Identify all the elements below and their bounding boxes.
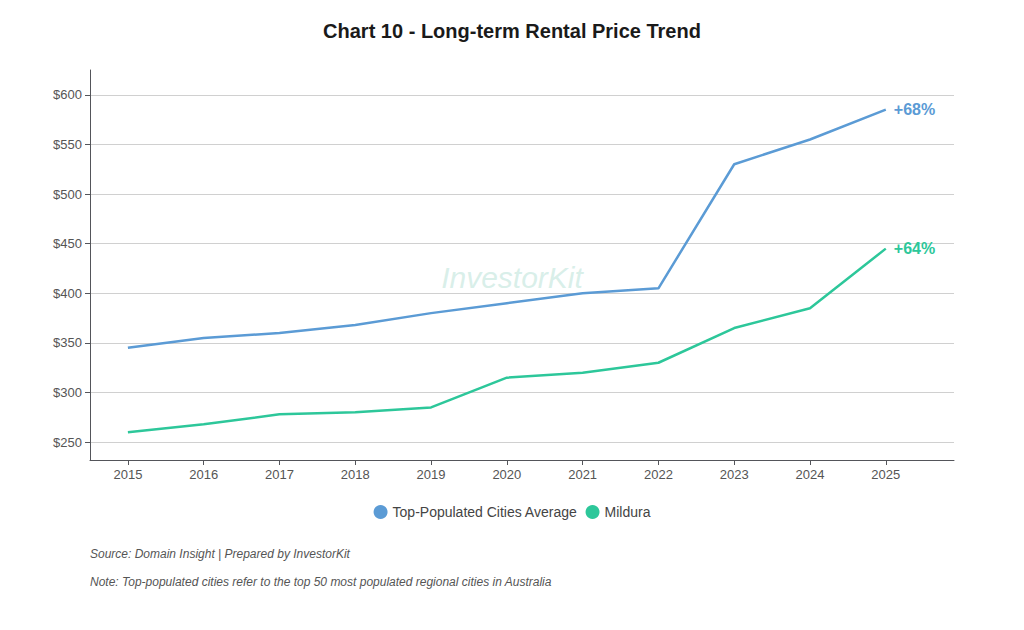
svg-text:2020: 2020	[492, 467, 521, 482]
svg-text:$500: $500	[53, 187, 82, 202]
svg-text:2018: 2018	[341, 467, 370, 482]
svg-text:Note: Top-populated cities ref: Note: Top-populated cities refer to the …	[90, 575, 552, 589]
svg-text:$600: $600	[53, 87, 82, 102]
svg-text:$350: $350	[53, 335, 82, 350]
svg-text:2016: 2016	[189, 467, 218, 482]
svg-text:2015: 2015	[113, 467, 142, 482]
svg-text:2021: 2021	[568, 467, 597, 482]
svg-text:2017: 2017	[265, 467, 294, 482]
svg-text:2019: 2019	[417, 467, 446, 482]
svg-text:2024: 2024	[796, 467, 825, 482]
svg-text:$250: $250	[53, 435, 82, 450]
svg-text:2025: 2025	[871, 467, 900, 482]
svg-text:$400: $400	[53, 286, 82, 301]
svg-text:InvestorKit: InvestorKit	[441, 261, 584, 294]
svg-text:Chart 10 - Long-term Rental Pr: Chart 10 - Long-term Rental Price Trend	[323, 20, 701, 42]
svg-text:$450: $450	[53, 236, 82, 251]
svg-text:Mildura: Mildura	[605, 504, 651, 520]
svg-text:+64%: +64%	[894, 240, 935, 257]
svg-text:Source: Domain Insight | Prepa: Source: Domain Insight | Prepared by Inv…	[90, 547, 351, 561]
svg-text:Top-Populated Cities Average: Top-Populated Cities Average	[393, 504, 577, 520]
svg-text:+68%: +68%	[894, 101, 935, 118]
svg-text:2022: 2022	[644, 467, 673, 482]
svg-text:$550: $550	[53, 137, 82, 152]
svg-text:2023: 2023	[720, 467, 749, 482]
svg-text:$300: $300	[53, 385, 82, 400]
